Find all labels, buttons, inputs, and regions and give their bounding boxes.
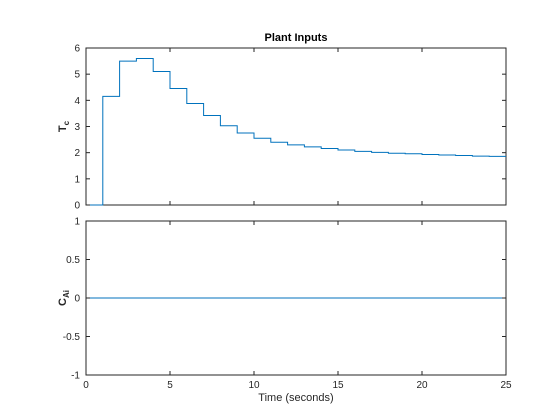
y-axis-label-sub: c [62, 120, 71, 125]
axes-frame [85, 47, 507, 206]
x-axis-label: Time (seconds) [258, 392, 333, 404]
y-tick-label: 1 [74, 174, 80, 185]
y-tick-label: -0.5 [63, 332, 81, 343]
y-tick-label: 2 [74, 148, 80, 159]
x-tick-label: 20 [416, 380, 428, 391]
y-tick-label: 0.5 [66, 255, 80, 266]
y-axis-label-sub: Ai [62, 290, 71, 298]
series-line [86, 57, 506, 206]
x-tick-label: 25 [500, 380, 512, 391]
x-tick-label: 0 [83, 380, 89, 391]
x-tick-label: 10 [248, 380, 260, 391]
y-tick-label: 0 [74, 201, 80, 212]
y-tick-label: 4 [74, 96, 80, 107]
x-tick-label: 15 [332, 380, 344, 391]
y-axis-label-main: C [57, 298, 69, 306]
y-axis-label: CAi [57, 290, 71, 306]
y-tick-label: 6 [74, 44, 80, 55]
y-tick-label: 0 [74, 294, 80, 305]
y-axis-label-main: T [57, 125, 69, 132]
chart-title: Plant Inputs [265, 32, 328, 44]
x-tick-label: 5 [167, 380, 173, 391]
y-tick-label: 3 [74, 122, 80, 133]
axes-layer: 0 1 2 3 4 5 6 Plant Inputs Tc 0 5 10 15 20 25 -1 -0.5 0 0.… [57, 32, 512, 404]
y-axis-label: Tc [57, 120, 71, 132]
y-tick-label: 5 [74, 70, 80, 81]
y-tick-label: 1 [74, 217, 80, 228]
axes-1: 0 1 2 3 4 5 6 Plant Inputs Tc [57, 32, 507, 212]
axes-2: 0 5 10 15 20 25 -1 -0.5 0 0.5 1 Time (seconds) CAi [57, 217, 512, 405]
y-tick-label: -1 [71, 371, 80, 382]
